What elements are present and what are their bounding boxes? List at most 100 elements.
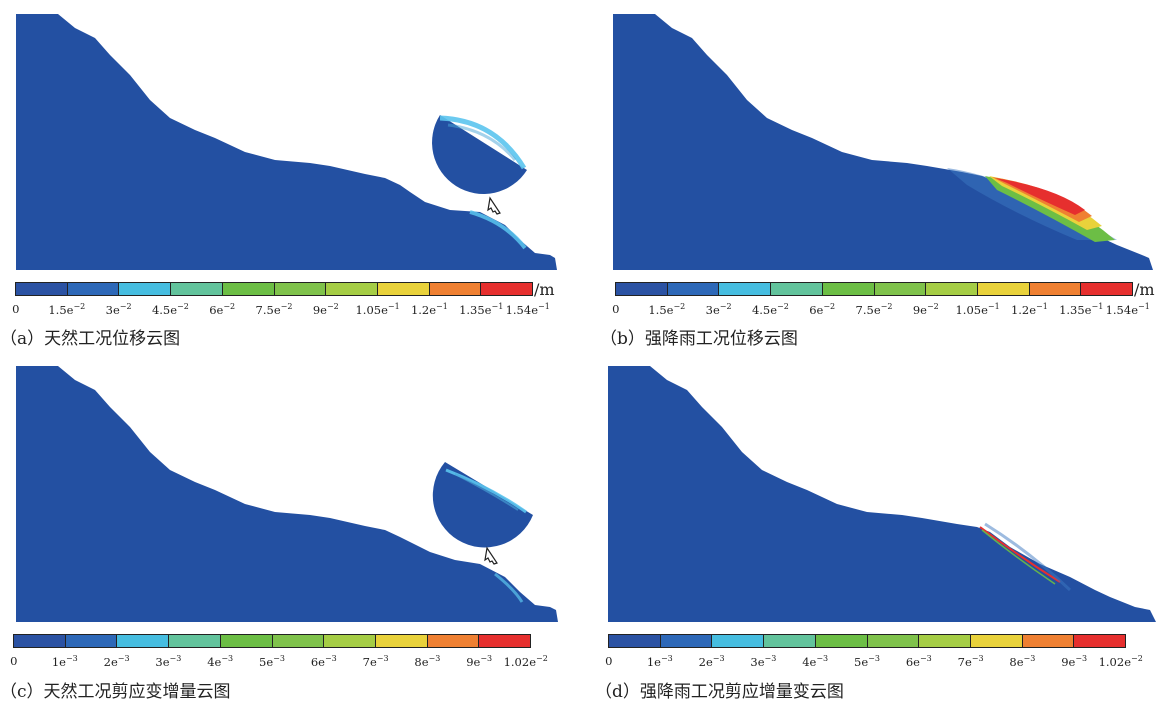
tick-exponent: −3: [712, 654, 725, 663]
slope-contour-plot-a: [16, 14, 557, 270]
colorbar-segment: [67, 283, 120, 295]
tick-label: 1.54e−1: [506, 302, 550, 317]
tick-label: 7e−3: [958, 654, 984, 669]
slope-body: [16, 14, 557, 270]
tick-base: 8e: [414, 654, 429, 669]
displacement-hotspot: [947, 168, 1117, 242]
tick-base: 5e: [854, 654, 869, 669]
tick-base: 4.5e: [751, 302, 778, 317]
colorbar-segment: [712, 635, 765, 647]
colorbar-b: [615, 282, 1133, 296]
tick-base: 1.35e: [1059, 302, 1092, 317]
tick-label: 9e−3: [466, 654, 492, 669]
colorbar-segment: [377, 283, 430, 295]
colorbar-segment: [1081, 283, 1133, 295]
tick-label: 1e−3: [647, 654, 673, 669]
tick-base: 4.5e: [151, 302, 178, 317]
tick-base: 1e: [646, 654, 661, 669]
tick-exponent: −2: [326, 302, 339, 311]
colorbar-segment: [822, 283, 875, 295]
tick-label: 6e−2: [209, 302, 235, 317]
tick-exponent: −1: [1036, 302, 1048, 311]
tick-base: 1.2e: [410, 302, 437, 317]
caption-a: （a）天然工况位移云图: [0, 329, 181, 349]
tick-base: 7e: [362, 654, 377, 669]
colorbar-segment: [874, 283, 927, 295]
colorbar-segment: [660, 635, 713, 647]
tick-exponent: −1: [491, 302, 504, 311]
tick-base: 1.2e: [1010, 302, 1037, 317]
tick-exponent: −2: [777, 302, 789, 311]
tick-exponent: −3: [480, 654, 493, 663]
colorbar-segment: [220, 635, 273, 647]
tick-label: 1.35e−1: [459, 302, 503, 317]
tick-base: 6e: [310, 654, 325, 669]
tick-label: 6e−3: [311, 654, 337, 669]
colorbar-segment: [970, 635, 1023, 647]
tick-label: 1.5e−2: [48, 302, 85, 317]
tick-base: 6e: [809, 302, 824, 317]
tick-exponent: −2: [280, 302, 293, 311]
tick-exponent: −1: [538, 302, 550, 311]
colorbar-unit-b: /m: [1134, 280, 1155, 299]
colorbar-segment: [1074, 635, 1126, 647]
tick-base: 1.02e: [1098, 654, 1132, 669]
tick-base: 9e: [912, 302, 927, 317]
tick-exponent: −1: [387, 302, 400, 311]
tick-label: 3e−2: [706, 302, 732, 317]
colorbar-d: [608, 634, 1126, 648]
tick-base: 2e: [698, 654, 713, 669]
magnified-detail-circle: [432, 115, 527, 194]
tick-base: 6e: [209, 302, 224, 317]
tick-labels-a: 0 1.5e−2 3e−2 4.5e−2 6e−2 7.5e−2 9e−2 1.05e−1 1.…: [12, 302, 550, 317]
tick-label: 3e−3: [155, 654, 181, 669]
tick-label: 9e−2: [913, 302, 939, 317]
tick-label: 3e−3: [750, 654, 776, 669]
tick-exponent: −1: [987, 302, 1000, 311]
colorbar-segment: [117, 635, 170, 647]
tick-label: 3e−2: [106, 302, 132, 317]
tick-label: 1.2e−1: [1011, 302, 1048, 317]
tick-exponent: −3: [324, 654, 337, 663]
tick-label: 0: [612, 302, 619, 316]
tick-label: 0: [605, 654, 612, 668]
colorbar-segment: [14, 635, 66, 647]
colorbar-segment: [16, 283, 68, 295]
tick-exponent: −1: [1091, 302, 1104, 311]
tick-base: 4e: [207, 654, 222, 669]
tick-label: 0: [12, 302, 19, 316]
tick-exponent: −2: [536, 654, 548, 663]
tick-label: 1.02e−2: [504, 654, 548, 669]
tick-label: 9e−3: [1061, 654, 1087, 669]
tick-label: 6e−3: [906, 654, 932, 669]
colorbar-segment: [65, 635, 118, 647]
tick-base: 1.54e: [1105, 302, 1139, 317]
tick-base: 5e: [259, 654, 274, 669]
tick-exponent: −2: [73, 302, 86, 311]
tick-label: 5e−3: [854, 654, 880, 669]
tick-label: 1.5e−2: [648, 302, 685, 317]
tick-exponent: −2: [880, 302, 893, 311]
tick-label: 8e−3: [414, 654, 440, 669]
colorbar-segment: [977, 283, 1030, 295]
tick-labels-d: 0 1e−3 2e−3 3e−3 4e−3 5e−3 6e−3 7e−3 8e−3 9e−3 1.0…: [605, 654, 1143, 669]
tick-base: 4e: [802, 654, 817, 669]
colorbar-unit-a: /m: [534, 280, 555, 299]
tick-exponent: −3: [1075, 654, 1088, 663]
tick-base: 1.54e: [505, 302, 539, 317]
panel-d: 0 1e−3 2e−3 3e−3 4e−3 5e−3 6e−3 7e−3 8e−3 9e−3 1.0…: [590, 352, 1160, 702]
tick-base: 9e: [312, 302, 327, 317]
tick-exponent: −3: [117, 654, 130, 663]
tick-label: 9e−2: [313, 302, 339, 317]
tick-base: 7.5e: [255, 302, 281, 317]
tick-exponent: −2: [673, 302, 686, 311]
tick-label: 7.5e−2: [256, 302, 293, 317]
colorbar-c: [13, 634, 531, 648]
tick-exponent: −3: [169, 654, 182, 663]
colorbar-segment: [272, 635, 325, 647]
colorbar-segment: [919, 635, 971, 647]
tick-base: 1.05e: [955, 302, 988, 317]
tick-label: 1.54e−1: [1106, 302, 1150, 317]
tick-label: 2e−3: [699, 654, 725, 669]
colorbar-segment: [667, 283, 720, 295]
